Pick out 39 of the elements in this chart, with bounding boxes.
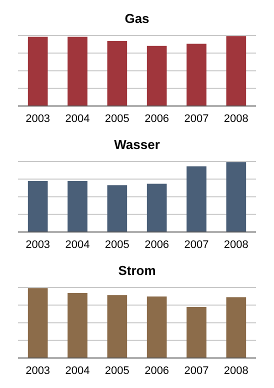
x-tick-label: 2007 [184,365,209,377]
bar [226,297,246,358]
bar [107,185,128,232]
x-tick-label: 2007 [184,113,209,125]
bar [226,36,246,106]
x-tick-label: 2003 [26,365,50,377]
chart-title: Gas [124,11,150,26]
x-tick-label: 2004 [65,239,90,251]
x-tick-label: 2003 [26,239,50,251]
x-tick-label: 2007 [184,239,209,251]
x-tick-label: 2006 [144,239,170,251]
bar [107,40,128,106]
x-tick-label: 2005 [104,239,130,251]
bar [186,306,206,358]
bar [68,36,88,106]
bar [28,288,48,358]
bar [107,295,128,358]
chart-title: Wasser [114,137,160,152]
x-tick-label: 2004 [65,365,90,377]
x-tick-label: 2008 [224,239,248,251]
bar [146,296,167,358]
chart-title: Strom [118,263,156,278]
bar [68,180,88,232]
bar [68,292,88,358]
bar [186,44,206,106]
x-tick-label: 2008 [224,365,248,377]
x-tick-label: 2006 [144,365,170,377]
bar [28,36,48,106]
bar [146,184,167,232]
bar [146,46,167,106]
x-tick-label: 2008 [224,113,248,125]
bar [28,180,48,232]
x-tick-label: 2005 [104,113,130,125]
bar [226,162,246,232]
x-tick-label: 2006 [144,113,170,125]
x-tick-label: 2005 [104,365,130,377]
x-tick-label: 2003 [26,113,50,125]
bar [186,166,206,232]
x-tick-label: 2004 [65,113,90,125]
